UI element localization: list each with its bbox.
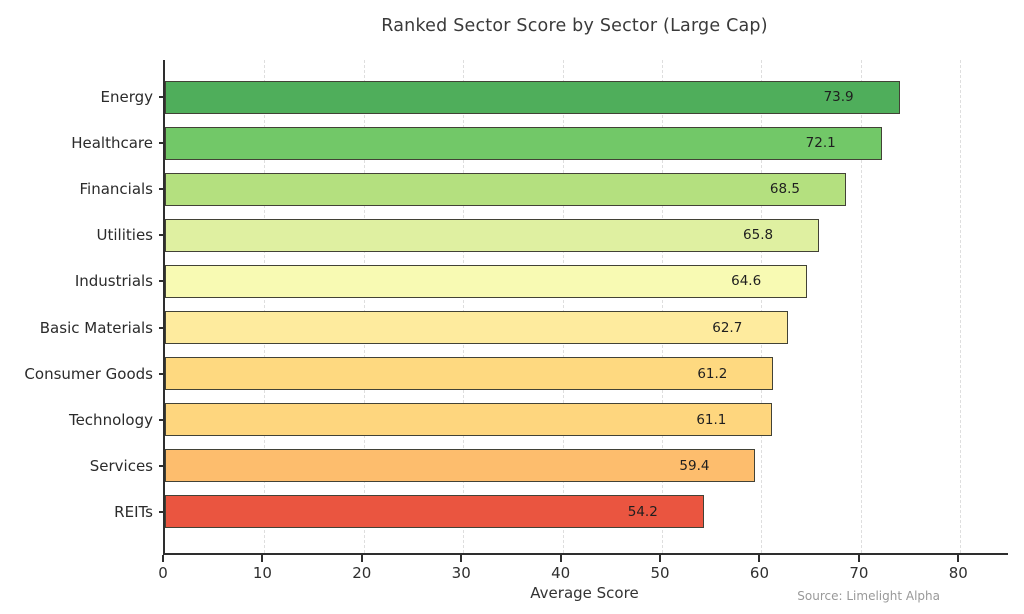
gridline-60 bbox=[761, 60, 763, 553]
x-tick-label-0: 0 bbox=[158, 564, 168, 582]
bar: 73.9 bbox=[165, 80, 900, 114]
x-axis-tick-30 bbox=[460, 555, 463, 562]
bar-row: Basic Materials 62.7 bbox=[40, 311, 1008, 344]
bar: 59.4 bbox=[165, 449, 756, 483]
bar-value-label: 65.8 bbox=[743, 227, 774, 244]
bar-value-label: 61.1 bbox=[696, 411, 727, 428]
y-axis-tick bbox=[159, 96, 165, 98]
category-label: Consumer Goods bbox=[24, 364, 153, 383]
x-tick-label-50: 50 bbox=[650, 564, 670, 582]
y-axis-tick bbox=[159, 188, 165, 191]
x-tick-label-70: 70 bbox=[849, 564, 869, 582]
y-axis-tick bbox=[159, 280, 165, 283]
x-axis-tick-10 bbox=[261, 555, 264, 562]
bar-value-label: 64.6 bbox=[731, 273, 762, 290]
gridline-20 bbox=[363, 60, 365, 553]
gridline-10 bbox=[264, 60, 266, 553]
bar-value-label: 73.9 bbox=[823, 89, 854, 105]
bar: 64.6 bbox=[165, 264, 808, 298]
bar: 61.1 bbox=[165, 403, 773, 437]
y-axis-tick bbox=[159, 418, 165, 421]
bar-value-label: 61.2 bbox=[697, 365, 728, 382]
source-note: Source: Limelight Alpha bbox=[797, 589, 940, 603]
x-tick-label-40: 40 bbox=[551, 564, 571, 582]
bar: 54.2 bbox=[165, 495, 704, 529]
category-label: Utilities bbox=[96, 226, 153, 245]
category-label: REITs bbox=[114, 502, 153, 521]
bar-row: Technology 61.1 bbox=[69, 403, 1008, 437]
x-tick-label-10: 10 bbox=[252, 564, 272, 582]
y-axis-tick bbox=[159, 464, 165, 467]
category-label: Financials bbox=[79, 180, 154, 199]
y-axis-tick bbox=[159, 372, 165, 375]
y-axis-tick bbox=[159, 142, 165, 145]
gridline-70 bbox=[860, 60, 862, 553]
bar-row: Services 59.4 bbox=[90, 449, 1008, 483]
x-tick-label-30: 30 bbox=[451, 564, 471, 582]
bar-value-label: 68.5 bbox=[769, 181, 800, 198]
x-axis-tick-20 bbox=[360, 555, 363, 562]
bar-row: Utilities 65.8 bbox=[97, 218, 1008, 252]
bar: 61.2 bbox=[165, 357, 774, 391]
x-axis-tick-80 bbox=[957, 555, 960, 562]
x-tick-label-60: 60 bbox=[749, 564, 769, 582]
bar-row: Financials 68.5 bbox=[80, 172, 1008, 206]
x-axis-label: Average Score bbox=[530, 584, 639, 602]
bar-value-label: 54.2 bbox=[627, 503, 658, 520]
y-axis-tick bbox=[159, 234, 165, 237]
category-label: Technology bbox=[68, 410, 153, 429]
bar-row: Consumer Goods 61.2 bbox=[24, 357, 1008, 391]
category-label: Industrials bbox=[74, 272, 153, 291]
category-label: Energy bbox=[100, 88, 153, 106]
x-axis-tick-40 bbox=[559, 555, 562, 562]
x-axis-tick-70 bbox=[857, 555, 860, 562]
x-axis-tick-60 bbox=[758, 555, 761, 562]
gridline-50 bbox=[662, 60, 664, 553]
category-label: Services bbox=[89, 456, 153, 475]
bar-row: Industrials 64.6 bbox=[75, 264, 1008, 298]
chart-title: Ranked Sector Score by Sector (Large Cap… bbox=[381, 16, 768, 36]
gridline-40 bbox=[562, 60, 564, 553]
bar: 68.5 bbox=[165, 172, 846, 206]
bar-row: REITs 54.2 bbox=[114, 495, 1008, 529]
y-axis-tick bbox=[159, 510, 165, 513]
y-axis-tick bbox=[159, 326, 165, 329]
gridline-80 bbox=[960, 60, 962, 553]
gridline-30 bbox=[463, 60, 465, 553]
x-tick-label-20: 20 bbox=[352, 564, 372, 582]
x-axis: 0 10 20 30 40 50 60 70 80 bbox=[158, 555, 1006, 595]
category-label: Healthcare bbox=[71, 134, 153, 153]
bar-row: Energy 73.9 bbox=[100, 80, 1008, 114]
plot-area: Energy 73.9 Healthcare 72.1 Financials 68.5 Ut… bbox=[24, 60, 1008, 555]
bar: 72.1 bbox=[165, 126, 882, 160]
x-axis-tick-0 bbox=[162, 555, 164, 562]
bar: 62.7 bbox=[165, 311, 789, 344]
bar-value-label: 59.4 bbox=[679, 457, 710, 474]
bar: 65.8 bbox=[165, 218, 820, 252]
category-label: Basic Materials bbox=[39, 318, 153, 337]
bar-row: Healthcare 72.1 bbox=[71, 126, 1008, 160]
x-axis-tick-50 bbox=[659, 555, 662, 562]
x-tick-label-80: 80 bbox=[948, 564, 968, 582]
bar-value-label: 62.7 bbox=[712, 319, 743, 336]
bar-value-label: 72.1 bbox=[805, 135, 836, 152]
